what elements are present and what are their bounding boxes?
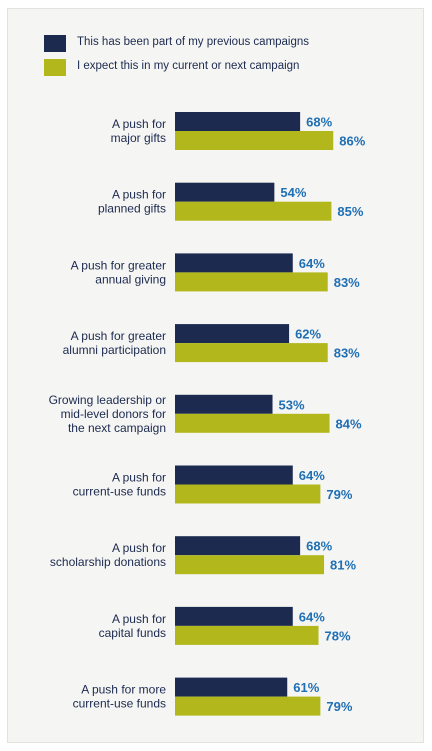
bar-expect bbox=[175, 343, 328, 363]
category-label-line: current-use funds bbox=[73, 697, 166, 711]
value-label-expect: 83% bbox=[334, 275, 360, 290]
legend-swatch-expect bbox=[44, 59, 66, 76]
category-label-line: A push for bbox=[112, 188, 166, 202]
bar-previous bbox=[175, 182, 275, 202]
category-label: A push for major gifts bbox=[111, 117, 166, 145]
bar-expect bbox=[175, 484, 321, 504]
value-label-expect: 79% bbox=[326, 699, 352, 714]
bar-expect bbox=[175, 413, 330, 433]
category-label-line: major gifts bbox=[111, 131, 166, 145]
category-label: A push for current-use funds bbox=[73, 471, 166, 499]
value-label-expect: 83% bbox=[334, 346, 360, 361]
bar-previous bbox=[175, 253, 293, 273]
category-label-line: A push for bbox=[112, 471, 166, 485]
value-label-previous: 64% bbox=[299, 468, 325, 483]
bar-expect bbox=[175, 201, 332, 221]
value-label-previous: 62% bbox=[295, 327, 321, 342]
category-label-line: A push for greater bbox=[71, 329, 166, 343]
legend-label-previous: This has been part of my previous campai… bbox=[77, 36, 310, 48]
category-label-line: A push for bbox=[112, 541, 166, 555]
legend-swatch-previous bbox=[44, 35, 66, 52]
category-label: A push for scholarship donations bbox=[50, 541, 166, 569]
category-label: A push for capital funds bbox=[99, 612, 166, 640]
category-label-line: scholarship donations bbox=[50, 555, 166, 569]
category-label: A push for planned gifts bbox=[98, 188, 166, 216]
value-label-previous: 68% bbox=[306, 539, 332, 554]
bar-expect bbox=[175, 272, 328, 292]
category-label: A push for greater annual giving bbox=[71, 258, 166, 286]
value-label-previous: 54% bbox=[280, 185, 306, 200]
category-label-line: planned gifts bbox=[98, 202, 166, 216]
value-label-previous: 61% bbox=[293, 680, 319, 695]
category-label-line: A push for bbox=[112, 117, 166, 131]
value-label-expect: 86% bbox=[339, 134, 365, 149]
value-label-previous: 64% bbox=[299, 256, 325, 271]
legend-label-expect: I expect this in my current or next camp… bbox=[77, 60, 300, 72]
category-label-line: Growing leadership or bbox=[49, 393, 166, 407]
bar-expect bbox=[175, 696, 321, 716]
category-label-line: current-use funds bbox=[73, 485, 166, 499]
bar-previous bbox=[175, 324, 290, 344]
bar-expect bbox=[175, 131, 334, 150]
value-label-expect: 81% bbox=[330, 558, 356, 573]
bar-expect bbox=[175, 625, 319, 645]
category-label-line: A push for more bbox=[81, 683, 166, 697]
value-label-expect: 78% bbox=[325, 628, 351, 643]
bar-previous bbox=[175, 112, 301, 131]
category-label-line: capital funds bbox=[99, 626, 166, 640]
bar-previous bbox=[175, 606, 293, 626]
bar-previous bbox=[175, 394, 273, 414]
value-label-expect: 79% bbox=[326, 487, 352, 502]
category-label-line: the next campaign bbox=[68, 421, 166, 435]
category-label: A push for greater alumni participation bbox=[63, 329, 166, 357]
category-label: A push for more current-use funds bbox=[73, 683, 167, 711]
value-label-previous: 64% bbox=[299, 609, 325, 624]
category-label-line: A push for bbox=[112, 612, 166, 626]
value-label-expect: 85% bbox=[337, 204, 363, 219]
bar-expect bbox=[175, 555, 325, 575]
category-label-line: mid-level donors for bbox=[61, 407, 166, 421]
value-label-previous: 53% bbox=[279, 397, 305, 412]
category-label-line: A push for greater bbox=[71, 258, 166, 272]
category-label-line: alumni participation bbox=[63, 343, 166, 357]
category-label: Growing leadership or mid-level donors fo… bbox=[49, 393, 166, 435]
value-label-expect: 84% bbox=[336, 416, 362, 431]
bar-previous bbox=[175, 536, 301, 556]
bar-previous bbox=[175, 465, 293, 485]
bar-previous bbox=[175, 677, 288, 697]
category-label-line: annual giving bbox=[95, 272, 166, 286]
value-label-previous: 68% bbox=[306, 115, 332, 130]
